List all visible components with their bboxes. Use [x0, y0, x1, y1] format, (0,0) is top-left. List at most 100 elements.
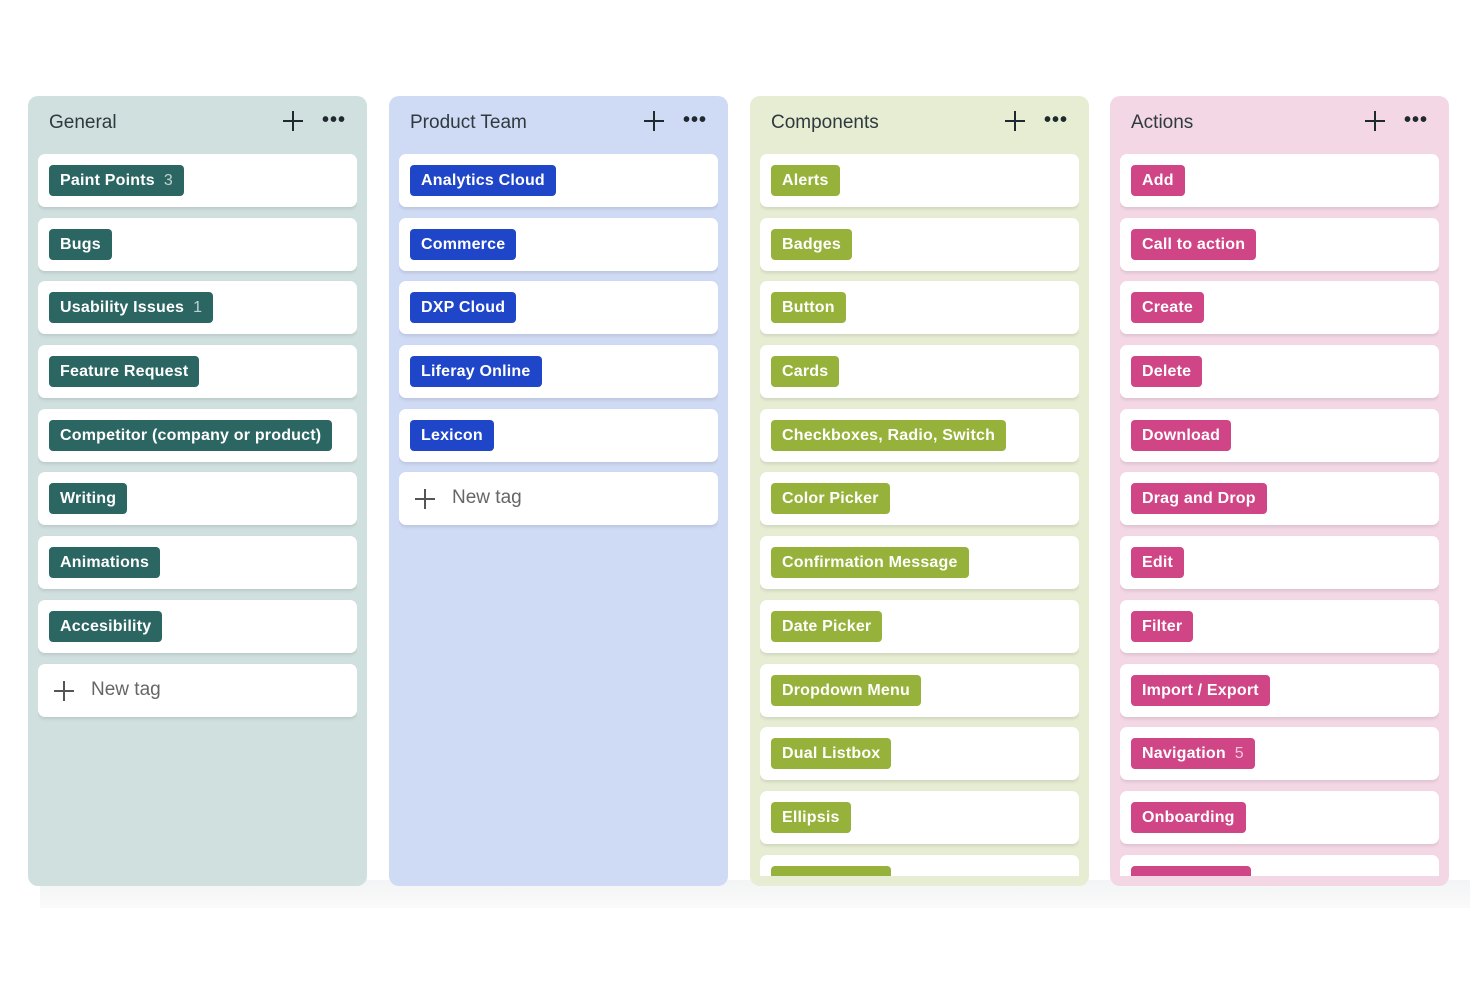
tag-card[interactable]: Paint Points 3	[38, 154, 357, 207]
tag-label: Download	[1142, 426, 1221, 444]
tag-card[interactable]: Create	[1120, 281, 1439, 335]
tag-badge[interactable]: Delete	[1131, 356, 1203, 388]
tag-card[interactable]: Commerce	[399, 217, 718, 271]
ellipsis-icon[interactable]: •••	[1044, 109, 1069, 131]
plus-icon[interactable]	[280, 108, 306, 134]
tag-badge[interactable]: Usability Issues 1	[49, 292, 214, 324]
tag-card[interactable]: Liferay Online	[399, 345, 718, 399]
tag-badge[interactable]: Color Picker	[771, 483, 890, 515]
tag-label: Delete	[1142, 363, 1192, 381]
tag-badge[interactable]: Button	[771, 292, 846, 324]
tag-card[interactable]	[1120, 854, 1439, 876]
tag-card[interactable]: Accesibility	[38, 599, 357, 653]
tag-label: Confirmation Message	[782, 554, 958, 572]
tag-card[interactable]: Navigation 5	[1120, 727, 1439, 781]
tag-label: Writing	[60, 490, 117, 508]
tag-card[interactable]: Competitor (company or product)	[38, 408, 357, 462]
tag-card[interactable]: Writing	[38, 472, 357, 526]
ellipsis-icon[interactable]: •••	[1404, 109, 1429, 131]
tag-card[interactable]: Analytics Cloud	[399, 154, 718, 207]
ellipsis-icon[interactable]: •••	[683, 109, 708, 131]
tag-badge[interactable]: Writing	[49, 483, 128, 515]
tag-card[interactable]: Cards	[760, 345, 1079, 399]
tag-badge[interactable]: Competitor (company or product)	[49, 419, 333, 451]
tag-badge[interactable]: Commerce	[410, 228, 517, 260]
tag-badge[interactable]: Liferay Online	[410, 356, 542, 388]
tag-badge[interactable]: Ellipsis	[771, 801, 851, 833]
column-components: Components ••• Alerts Badges Button Cards Che…	[750, 96, 1089, 886]
tag-card[interactable]: Date Picker	[760, 599, 1079, 653]
tag-badge[interactable]: Download	[1131, 419, 1232, 451]
tag-card[interactable]: Animations	[38, 536, 357, 590]
tag-badge[interactable]: Add	[1131, 165, 1185, 196]
tag-badge[interactable]: Call to action	[1131, 228, 1257, 260]
tag-badge[interactable]: Onboarding	[1131, 801, 1246, 833]
tag-card[interactable]: Checkboxes, Radio, Switch	[760, 408, 1079, 462]
tag-label: Checkboxes, Radio, Switch	[782, 426, 996, 444]
tag-card[interactable]: Drag and Drop	[1120, 472, 1439, 526]
plus-icon[interactable]	[1362, 108, 1388, 134]
tag-badge[interactable]: Dropdown Menu	[771, 674, 921, 706]
tag-card[interactable]: Feature Request	[38, 345, 357, 399]
new-tag-button[interactable]: New tag	[399, 472, 718, 526]
tag-badge[interactable]: DXP Cloud	[410, 292, 517, 324]
tag-label: Competitor (company or product)	[60, 426, 322, 444]
tag-badge[interactable]: Badges	[771, 228, 852, 260]
tag-card[interactable]: Ellipsis	[760, 790, 1079, 844]
tag-card[interactable]: Alerts	[760, 154, 1079, 207]
tag-card[interactable]: Dual Listbox	[760, 727, 1079, 781]
tag-card[interactable]: Color Picker	[760, 472, 1079, 526]
tag-badge[interactable]: Navigation 5	[1131, 738, 1255, 770]
tag-badge[interactable]: Animations	[49, 547, 161, 579]
tag-badge[interactable]: Checkboxes, Radio, Switch	[771, 419, 1007, 451]
tag-card[interactable]: Edit	[1120, 536, 1439, 590]
tag-card[interactable]: Bugs	[38, 217, 357, 271]
tag-badge[interactable]	[771, 865, 891, 876]
tag-label: Usability Issues	[60, 299, 185, 317]
tag-badge[interactable]	[1131, 865, 1251, 876]
tag-card[interactable]: Button	[760, 281, 1079, 335]
tag-badge[interactable]: Feature Request	[49, 356, 200, 388]
plus-icon[interactable]	[641, 108, 667, 134]
new-tag-button[interactable]: New tag	[38, 663, 357, 717]
tag-card[interactable]: Onboarding	[1120, 790, 1439, 844]
tag-card[interactable]: Badges	[760, 217, 1079, 271]
tag-label: Bugs	[60, 235, 101, 253]
tag-card[interactable]: Confirmation Message	[760, 536, 1079, 590]
tag-badge[interactable]: Alerts	[771, 165, 840, 196]
plus-icon[interactable]	[1002, 108, 1028, 134]
tag-label: Call to action	[1142, 235, 1246, 253]
tag-badge[interactable]: Analytics Cloud	[410, 165, 556, 196]
tag-badge[interactable]: Date Picker	[771, 610, 883, 642]
tag-badge[interactable]: Paint Points 3	[49, 165, 184, 196]
tag-badge[interactable]: Dual Listbox	[771, 738, 892, 770]
tag-badge[interactable]: Create	[1131, 292, 1205, 324]
tag-badge[interactable]: Drag and Drop	[1131, 483, 1267, 515]
tag-badge[interactable]: Cards	[771, 356, 840, 388]
tag-card[interactable]: Dropdown Menu	[760, 663, 1079, 717]
tag-card[interactable]	[760, 854, 1079, 876]
tag-badge[interactable]: Bugs	[49, 228, 112, 260]
tag-card[interactable]: Call to action	[1120, 217, 1439, 271]
tag-badge[interactable]: Confirmation Message	[771, 547, 969, 579]
tag-badge[interactable]: Lexicon	[410, 419, 494, 451]
tag-list: Add Call to action Create Delete Download Dra…	[1120, 154, 1439, 876]
ellipsis-icon[interactable]: •••	[322, 109, 347, 131]
tag-card[interactable]: Import / Export	[1120, 663, 1439, 717]
tag-card[interactable]: Usability Issues 1	[38, 281, 357, 335]
tag-label: Drag and Drop	[1142, 490, 1256, 508]
tag-card[interactable]: Add	[1120, 154, 1439, 207]
column-header: Actions •••	[1110, 96, 1449, 150]
tag-card[interactable]: Download	[1120, 408, 1439, 462]
tag-card[interactable]: Delete	[1120, 345, 1439, 399]
tag-badge[interactable]: Edit	[1131, 547, 1185, 579]
tag-card[interactable]: Lexicon	[399, 408, 718, 462]
tag-label: Liferay Online	[421, 363, 531, 381]
tag-label: Lexicon	[421, 426, 483, 444]
tag-card[interactable]: DXP Cloud	[399, 281, 718, 335]
tag-badge[interactable]: Filter	[1131, 610, 1194, 642]
tag-label: Button	[782, 299, 835, 317]
tag-card[interactable]: Filter	[1120, 599, 1439, 653]
tag-badge[interactable]: Accesibility	[49, 610, 163, 642]
tag-badge[interactable]: Import / Export	[1131, 674, 1270, 706]
